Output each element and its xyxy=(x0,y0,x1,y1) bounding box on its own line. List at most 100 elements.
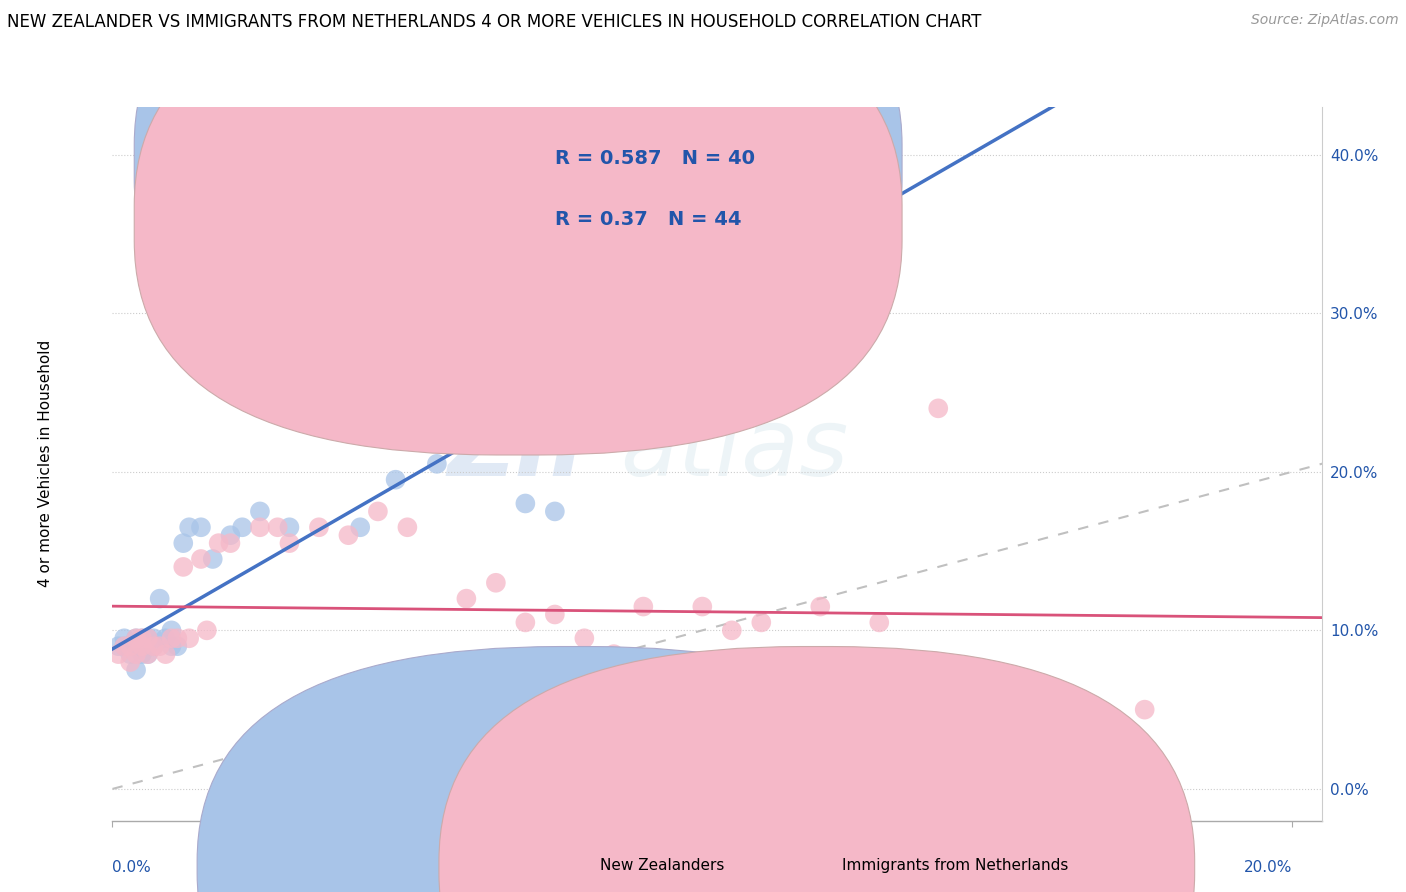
Point xyxy=(485,575,508,590)
Point xyxy=(367,504,389,518)
Point xyxy=(720,624,742,638)
Point xyxy=(325,687,347,701)
Point xyxy=(633,599,655,614)
Point xyxy=(142,639,165,653)
Point xyxy=(485,322,508,336)
Point xyxy=(107,639,129,653)
Point xyxy=(136,647,159,661)
Point xyxy=(662,306,685,320)
Point xyxy=(172,560,194,574)
Point xyxy=(190,552,212,566)
Text: 0.0%: 0.0% xyxy=(112,860,152,875)
Point xyxy=(172,536,194,550)
Point xyxy=(166,632,188,646)
Point xyxy=(131,632,153,646)
Point xyxy=(249,504,271,518)
Point xyxy=(160,639,183,653)
Point xyxy=(603,647,626,661)
Point xyxy=(107,647,129,661)
Point xyxy=(633,290,655,304)
Point xyxy=(808,599,831,614)
Text: Immigrants from Netherlands: Immigrants from Netherlands xyxy=(842,858,1069,873)
Point xyxy=(308,520,330,534)
Point xyxy=(266,520,288,534)
Point xyxy=(868,615,890,630)
Point xyxy=(603,338,626,352)
Point xyxy=(179,632,201,646)
Point xyxy=(120,647,142,661)
Point xyxy=(136,632,159,646)
Point xyxy=(278,536,301,550)
Point xyxy=(349,520,371,534)
Point xyxy=(131,647,153,661)
Point xyxy=(142,639,165,653)
Point xyxy=(208,536,231,550)
Point xyxy=(396,520,419,534)
Text: R = 0.37   N = 44: R = 0.37 N = 44 xyxy=(555,210,741,229)
Point xyxy=(692,298,714,312)
Point xyxy=(131,639,153,653)
Point xyxy=(112,632,135,646)
Point xyxy=(574,632,596,646)
Point xyxy=(112,639,135,653)
Point xyxy=(166,639,188,653)
Point xyxy=(201,552,224,566)
Text: atlas: atlas xyxy=(620,404,849,495)
Point xyxy=(1015,679,1038,693)
Point xyxy=(1074,695,1097,709)
Text: 20.0%: 20.0% xyxy=(1244,860,1292,875)
FancyBboxPatch shape xyxy=(197,647,953,892)
Point xyxy=(120,655,142,669)
Text: New Zealanders: New Zealanders xyxy=(600,858,724,873)
Point xyxy=(1133,703,1156,717)
Point xyxy=(219,528,242,542)
Point xyxy=(692,599,714,614)
Point xyxy=(179,520,201,534)
Point xyxy=(125,663,148,677)
FancyBboxPatch shape xyxy=(463,121,851,257)
Point xyxy=(544,504,567,518)
Point xyxy=(155,647,177,661)
Point xyxy=(749,615,772,630)
Point xyxy=(278,520,301,534)
Point xyxy=(456,361,478,376)
Point xyxy=(927,401,949,416)
Point xyxy=(160,632,183,646)
Point xyxy=(190,520,212,534)
Text: R = 0.587   N = 40: R = 0.587 N = 40 xyxy=(555,149,755,169)
Point xyxy=(155,632,177,646)
Text: ZIP: ZIP xyxy=(447,403,620,496)
Text: NEW ZEALANDER VS IMMIGRANTS FROM NETHERLANDS 4 OR MORE VEHICLES IN HOUSEHOLD COR: NEW ZEALANDER VS IMMIGRANTS FROM NETHERL… xyxy=(7,13,981,31)
Point xyxy=(149,639,172,653)
Point xyxy=(125,647,148,661)
Point xyxy=(136,647,159,661)
Point xyxy=(136,632,159,646)
Point xyxy=(160,624,183,638)
Point xyxy=(249,520,271,534)
Point xyxy=(131,632,153,646)
Point xyxy=(120,639,142,653)
Point xyxy=(749,275,772,289)
Point xyxy=(125,632,148,646)
Point xyxy=(112,639,135,653)
Text: Source: ZipAtlas.com: Source: ZipAtlas.com xyxy=(1251,13,1399,28)
Point xyxy=(426,457,449,471)
Point xyxy=(125,632,148,646)
Point xyxy=(515,615,537,630)
FancyBboxPatch shape xyxy=(134,0,903,455)
FancyBboxPatch shape xyxy=(134,0,903,394)
Point xyxy=(195,624,218,638)
Point xyxy=(219,536,242,550)
Text: 4 or more Vehicles in Household: 4 or more Vehicles in Household xyxy=(38,340,53,588)
Point xyxy=(515,496,537,510)
Point xyxy=(120,639,142,653)
Point xyxy=(231,520,253,534)
Point xyxy=(149,591,172,606)
Point xyxy=(131,639,153,653)
FancyBboxPatch shape xyxy=(439,647,1195,892)
Point xyxy=(337,528,360,542)
Point xyxy=(142,632,165,646)
Point xyxy=(456,591,478,606)
Point xyxy=(544,607,567,622)
Point xyxy=(384,473,406,487)
